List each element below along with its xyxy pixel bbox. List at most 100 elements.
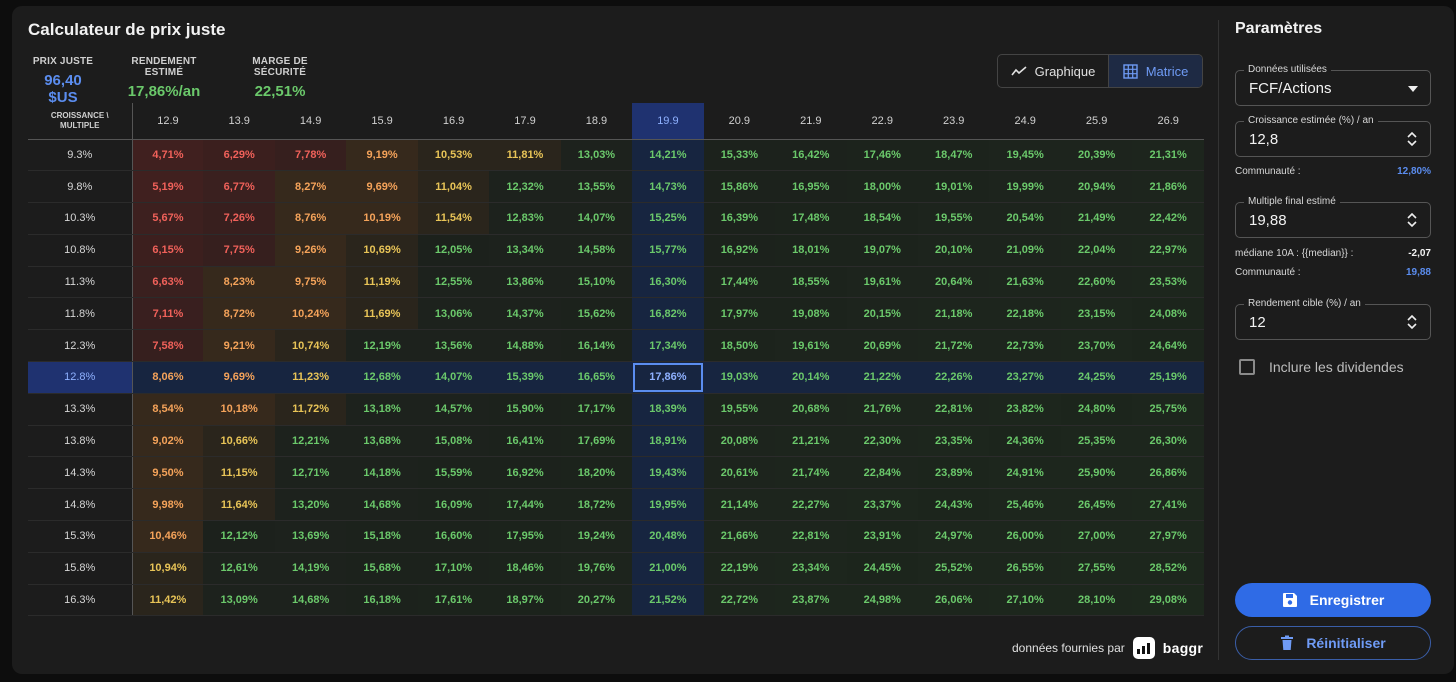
matrix-cell[interactable]: 9,75% — [274, 266, 347, 299]
row-header[interactable]: 12.8% — [28, 361, 133, 394]
stepper-icon[interactable] — [1406, 130, 1418, 148]
matrix-cell[interactable]: 27,55% — [1060, 552, 1133, 585]
matrix-cell[interactable]: 20,64% — [917, 266, 990, 299]
matrix-cell[interactable]: 16,60% — [417, 520, 490, 553]
matrix-cell[interactable]: 14,37% — [489, 297, 561, 331]
matrix-cell[interactable]: 15,10% — [560, 266, 633, 299]
matrix-cell[interactable]: 22,72% — [703, 584, 776, 617]
matrix-cell[interactable]: 12,21% — [274, 425, 347, 458]
matrix-cell[interactable]: 19,08% — [775, 297, 847, 331]
matrix-cell[interactable]: 18,97% — [489, 584, 561, 617]
matrix-cell[interactable]: 15,59% — [417, 456, 490, 490]
matrix-cell[interactable]: 20,08% — [703, 425, 776, 458]
matrix-cell[interactable]: 21,76% — [846, 393, 918, 426]
matrix-cell[interactable]: 24,80% — [1060, 393, 1133, 426]
matrix-cell[interactable]: 24,97% — [917, 520, 990, 553]
matrix-cell[interactable]: 20,14% — [775, 361, 847, 394]
matrix-cell[interactable]: 12,19% — [346, 329, 418, 363]
matrix-cell[interactable]: 10,19% — [346, 202, 418, 235]
matrix-cell[interactable]: 10,24% — [274, 297, 347, 331]
matrix-cell[interactable]: 23,27% — [989, 361, 1061, 394]
matrix-cell[interactable]: 16,95% — [775, 170, 847, 204]
matrix-cell[interactable]: 16,39% — [703, 202, 776, 235]
matrix-cell[interactable]: 23,87% — [775, 584, 847, 617]
matrix-cell[interactable]: 13,68% — [346, 425, 418, 458]
matrix-cell[interactable]: 22,26% — [917, 361, 990, 394]
matrix-cell[interactable]: 18,01% — [775, 234, 847, 267]
row-header[interactable]: 12.3% — [28, 329, 133, 363]
matrix-cell[interactable]: 19,95% — [632, 488, 704, 522]
matrix-cell[interactable]: 25,46% — [989, 488, 1061, 522]
row-header[interactable]: 14.8% — [28, 488, 133, 522]
matrix-cell[interactable]: 20,54% — [989, 202, 1061, 235]
matrix-cell[interactable]: 11,72% — [274, 393, 347, 426]
matrix-cell[interactable]: 16,65% — [560, 361, 633, 394]
matrix-cell[interactable]: 21,72% — [917, 329, 990, 363]
matrix-cell[interactable]: 12,71% — [274, 456, 347, 490]
matrix-view-button[interactable]: Matrice — [1109, 55, 1202, 87]
matrix-cell[interactable]: 21,22% — [846, 361, 918, 394]
matrix-cell[interactable]: 15,62% — [560, 297, 633, 331]
matrix-cell[interactable]: 20,27% — [560, 584, 633, 617]
column-header[interactable]: 22.9 — [846, 103, 918, 140]
row-header[interactable]: 11.3% — [28, 266, 133, 299]
matrix-cell[interactable]: 24,64% — [1132, 329, 1204, 363]
matrix-cell[interactable]: 12,12% — [203, 520, 275, 553]
matrix-cell[interactable]: 17,95% — [489, 520, 561, 553]
matrix-cell[interactable]: 19,07% — [846, 234, 918, 267]
matrix-cell[interactable]: 23,82% — [989, 393, 1061, 426]
row-header[interactable]: 15.3% — [28, 520, 133, 553]
matrix-cell[interactable]: 22,42% — [1132, 202, 1204, 235]
matrix-cell[interactable]: 14,21% — [632, 139, 704, 172]
matrix-cell[interactable]: 12,05% — [417, 234, 490, 267]
matrix-cell[interactable]: 20,15% — [846, 297, 918, 331]
matrix-cell[interactable]: 17,17% — [560, 393, 633, 426]
matrix-cell[interactable]: 10,69% — [346, 234, 418, 267]
matrix-cell[interactable]: 15,18% — [346, 520, 418, 553]
matrix-cell[interactable]: 14,57% — [417, 393, 490, 426]
matrix-cell[interactable]: 10,94% — [132, 552, 204, 585]
matrix-cell[interactable]: 9,21% — [203, 329, 275, 363]
matrix-cell[interactable]: 22,27% — [775, 488, 847, 522]
matrix-cell[interactable]: 28,52% — [1132, 552, 1204, 585]
matrix-cell[interactable]: 22,73% — [989, 329, 1061, 363]
matrix-cell[interactable]: 22,04% — [1060, 234, 1133, 267]
matrix-cell[interactable]: 9,98% — [132, 488, 204, 522]
matrix-cell[interactable]: 11,19% — [346, 266, 418, 299]
matrix-cell[interactable]: 27,41% — [1132, 488, 1204, 522]
matrix-cell[interactable]: 10,46% — [132, 520, 204, 553]
matrix-cell[interactable]: 8,27% — [274, 170, 347, 204]
matrix-cell[interactable]: 14,88% — [489, 329, 561, 363]
matrix-cell[interactable]: 21,00% — [632, 552, 704, 585]
column-header[interactable]: 21.9 — [775, 103, 847, 140]
column-header[interactable]: 12.9 — [132, 103, 204, 140]
matrix-cell[interactable]: 10,66% — [203, 425, 275, 458]
matrix-cell[interactable]: 13,20% — [274, 488, 347, 522]
matrix-cell[interactable]: 21,09% — [989, 234, 1061, 267]
reset-button[interactable]: Réinitialiser — [1235, 626, 1431, 660]
stepper-icon[interactable] — [1406, 211, 1418, 229]
matrix-cell[interactable]: 20,94% — [1060, 170, 1133, 204]
matrix-cell[interactable]: 9,19% — [346, 139, 418, 172]
matrix-cell[interactable]: 17,86% — [632, 361, 704, 394]
matrix-cell[interactable]: 18,54% — [846, 202, 918, 235]
matrix-cell[interactable]: 8,72% — [203, 297, 275, 331]
matrix-cell[interactable]: 9,69% — [203, 361, 275, 394]
column-header[interactable]: 26.9 — [1132, 103, 1204, 140]
matrix-cell[interactable]: 18,47% — [917, 139, 990, 172]
matrix-cell[interactable]: 8,76% — [274, 202, 347, 235]
row-header[interactable]: 14.3% — [28, 456, 133, 490]
column-header[interactable]: 20.9 — [703, 103, 776, 140]
matrix-cell[interactable]: 15,77% — [632, 234, 704, 267]
matrix-cell[interactable]: 7,26% — [203, 202, 275, 235]
matrix-cell[interactable]: 19,43% — [632, 456, 704, 490]
matrix-cell[interactable]: 29,08% — [1132, 584, 1204, 617]
matrix-cell[interactable]: 25,52% — [917, 552, 990, 585]
matrix-cell[interactable]: 9,26% — [274, 234, 347, 267]
matrix-cell[interactable]: 15,90% — [489, 393, 561, 426]
matrix-cell[interactable]: 19,45% — [989, 139, 1061, 172]
matrix-cell[interactable]: 17,97% — [703, 297, 776, 331]
column-header[interactable]: 16.9 — [417, 103, 490, 140]
matrix-cell[interactable]: 25,75% — [1132, 393, 1204, 426]
matrix-cell[interactable]: 15,39% — [489, 361, 561, 394]
